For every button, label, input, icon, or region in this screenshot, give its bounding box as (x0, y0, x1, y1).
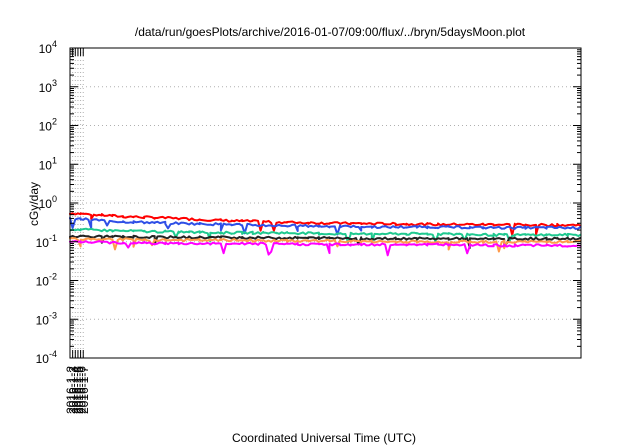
series-layer (69, 212, 582, 257)
y-tick-label: 104 (39, 39, 57, 56)
series-line (69, 240, 582, 257)
y-tick-label: 100 (39, 194, 57, 211)
y-tick-label: 10-4 (36, 349, 57, 366)
grid-lines (70, 48, 581, 358)
y-tick-label: 10-3 (36, 310, 57, 327)
series-line (69, 216, 582, 236)
y-tick-label: 103 (39, 78, 57, 95)
series-line (69, 227, 582, 245)
x-tick-label: 2016-1-4 (69, 366, 83, 414)
x-tick-label: 2016-1-5 (72, 366, 86, 414)
series-line (69, 212, 582, 237)
y-tick-label: 10-2 (36, 272, 57, 289)
chart-title: /data/run/goesPlots/archive/2016-01-07/0… (135, 25, 526, 39)
y-tick-labels: 10-4 10-3 10-2 10-1 100 101 102 103 104 (36, 39, 57, 366)
x-tick-labels: 2016-1-22016-1-32016-1-42016-1-52016-1-6… (64, 366, 91, 414)
y-tick-label: 10-1 (36, 233, 57, 250)
y-axis-label: cGy/day (27, 182, 41, 226)
x-tick-label: 2016-1-3 (67, 366, 81, 414)
x-tick-label: 2016-1-6 (75, 366, 89, 414)
x-tick-label: 2016-1-2 (64, 366, 78, 414)
y-tick-label: 102 (39, 117, 57, 134)
y-tick-label: 101 (39, 155, 57, 172)
x-tick-label: 2016-1-7 (77, 366, 91, 414)
series-line (69, 237, 582, 253)
x-axis-label: Coordinated Universal Time (UTC) (232, 431, 416, 445)
axis-ticks (69, 47, 581, 359)
